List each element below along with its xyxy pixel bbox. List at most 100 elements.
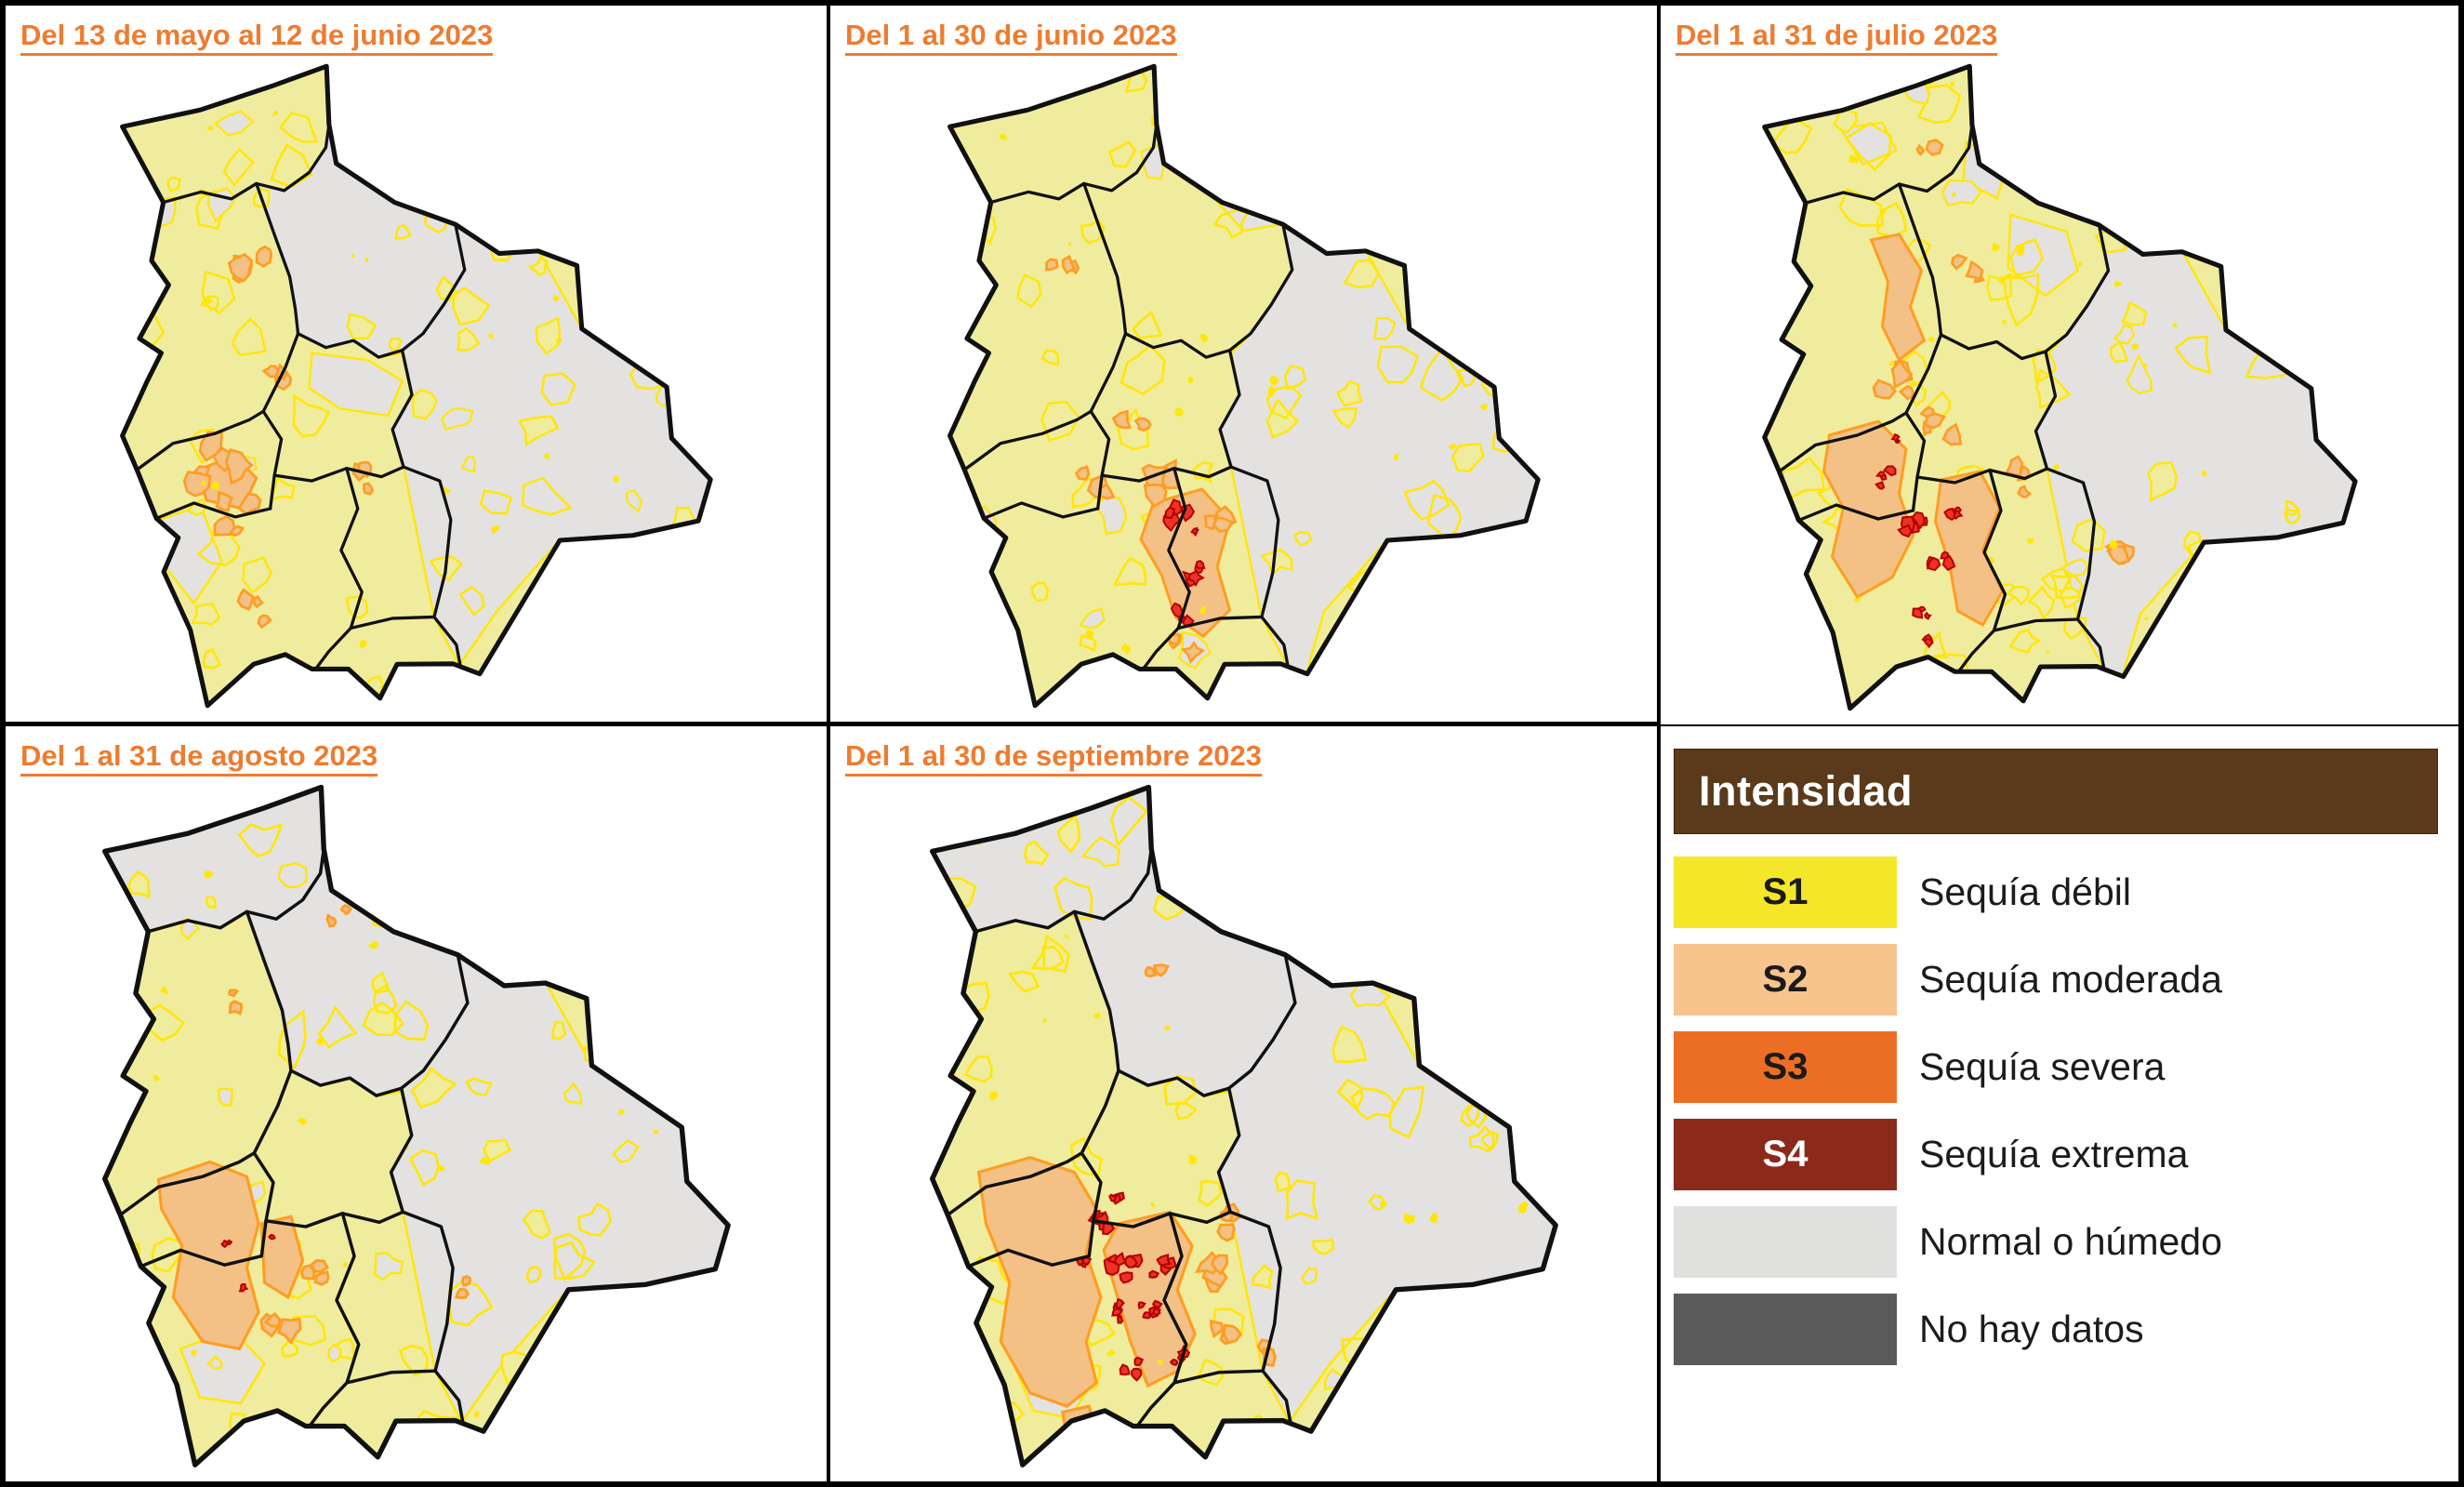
s1-dot (1174, 407, 1184, 418)
s2-patch (2106, 545, 2131, 565)
normal-patch (625, 488, 643, 513)
department-border (1089, 332, 1128, 414)
s2-patch (1941, 422, 1963, 446)
s1-contour (2283, 693, 2300, 708)
s1-patch (398, 1344, 429, 1377)
s1-dot (1106, 1348, 1116, 1357)
s2-patch (277, 1317, 302, 1345)
s1-dot (364, 257, 369, 262)
legend-item-s4: S4 Sequía extrema (1674, 1119, 2445, 1190)
s1-patch (1401, 189, 1420, 208)
s1-contour (2190, 140, 2210, 162)
s1-dot (1064, 935, 1070, 939)
s3-patch (1912, 607, 1924, 619)
s2-patch (1923, 412, 1946, 430)
s1-patch (346, 312, 378, 340)
department-border (2075, 617, 2106, 671)
normal-patch (327, 1343, 343, 1362)
s1-patch (2071, 517, 2106, 553)
s3-patch (1190, 526, 1199, 535)
department-border (1227, 222, 1294, 352)
s1-dot (1927, 336, 1936, 343)
s1-dot (1479, 403, 1488, 411)
s1-contour (510, 168, 534, 197)
s1-patch (2239, 100, 2259, 121)
s1-patch (517, 415, 560, 446)
s1-patch (390, 112, 427, 149)
s1-patch (611, 888, 630, 908)
s1-dot (1950, 81, 1955, 87)
s1-contour (964, 813, 981, 828)
department-border (1229, 465, 1280, 619)
s1-contour (533, 223, 560, 252)
department-border (1167, 466, 1191, 631)
s1-contour (1265, 384, 1303, 420)
s1-dot (572, 1291, 584, 1301)
s1-patch (543, 573, 563, 591)
s1-contour (1293, 531, 1313, 547)
s1-contour (201, 270, 236, 314)
s1-contour (1124, 69, 1148, 93)
s1-patch (1197, 1358, 1224, 1387)
s1-dot (1187, 376, 1194, 383)
s1-dot (1393, 453, 1399, 461)
s1-patch (2308, 551, 2334, 571)
s1-contour (1770, 116, 1813, 154)
s1-dot (1093, 1012, 1101, 1019)
department-border (389, 1086, 414, 1214)
s1-patch (2298, 174, 2322, 198)
s1-patch (2027, 585, 2056, 620)
normal-patch (1373, 317, 1397, 340)
s1-dot (1120, 643, 1132, 656)
s1-contour (393, 1000, 430, 1042)
country-border (120, 63, 713, 709)
s1-contour (2294, 245, 2330, 295)
s1-dot (200, 480, 206, 485)
s1-dot (1429, 1213, 1438, 1223)
s1-contour (2247, 179, 2279, 229)
normal-patch (1496, 1294, 1512, 1308)
s1-dot (667, 829, 673, 837)
s1-patch (390, 66, 406, 85)
s3-patch (1180, 614, 1195, 628)
s1-contour (458, 585, 485, 617)
s1-patch (522, 1209, 552, 1240)
s1-dot (272, 110, 278, 117)
s1-dot (359, 640, 367, 649)
s1-dot (1360, 870, 1370, 880)
department-border (261, 409, 284, 511)
s1-contour (1372, 203, 1411, 252)
s1-dot (159, 985, 168, 995)
s3-patch (1133, 1356, 1145, 1367)
s1-contour (617, 1387, 653, 1415)
s1-dot (2113, 281, 2122, 287)
department-border (146, 847, 325, 934)
s1-contour (409, 1409, 462, 1450)
normal-patch (1463, 224, 1479, 241)
s1-dot (190, 1349, 198, 1357)
legend-swatch: S3 (1674, 1031, 1897, 1103)
s2-patch (237, 492, 262, 515)
s1-dot (342, 1261, 349, 1268)
s1-contour (292, 393, 331, 438)
s1-patch (412, 389, 438, 420)
s1-contour (1163, 1074, 1197, 1107)
s1-dot (2201, 470, 2207, 477)
normal-patch (982, 609, 1004, 629)
s1-contour (553, 1241, 596, 1280)
s1-dot (659, 272, 668, 282)
department-border (400, 222, 467, 352)
s1-patch (378, 145, 412, 178)
legend-item-no-hay-datos: No hay datos (1674, 1294, 2445, 1365)
department-border (1082, 181, 1128, 336)
s1-dot (1778, 344, 1785, 355)
s3-patch (1113, 1297, 1125, 1312)
s1-contour (585, 967, 605, 1000)
s2-patch (228, 989, 240, 998)
s1-dot (1158, 1360, 1163, 1366)
s1-contour (1771, 549, 1805, 578)
department-border (399, 952, 470, 1091)
s1-contour (1895, 669, 1934, 709)
panel-title-june: Del 1 al 30 de junio 2023 (845, 19, 1177, 56)
s1-patch (628, 986, 678, 1035)
